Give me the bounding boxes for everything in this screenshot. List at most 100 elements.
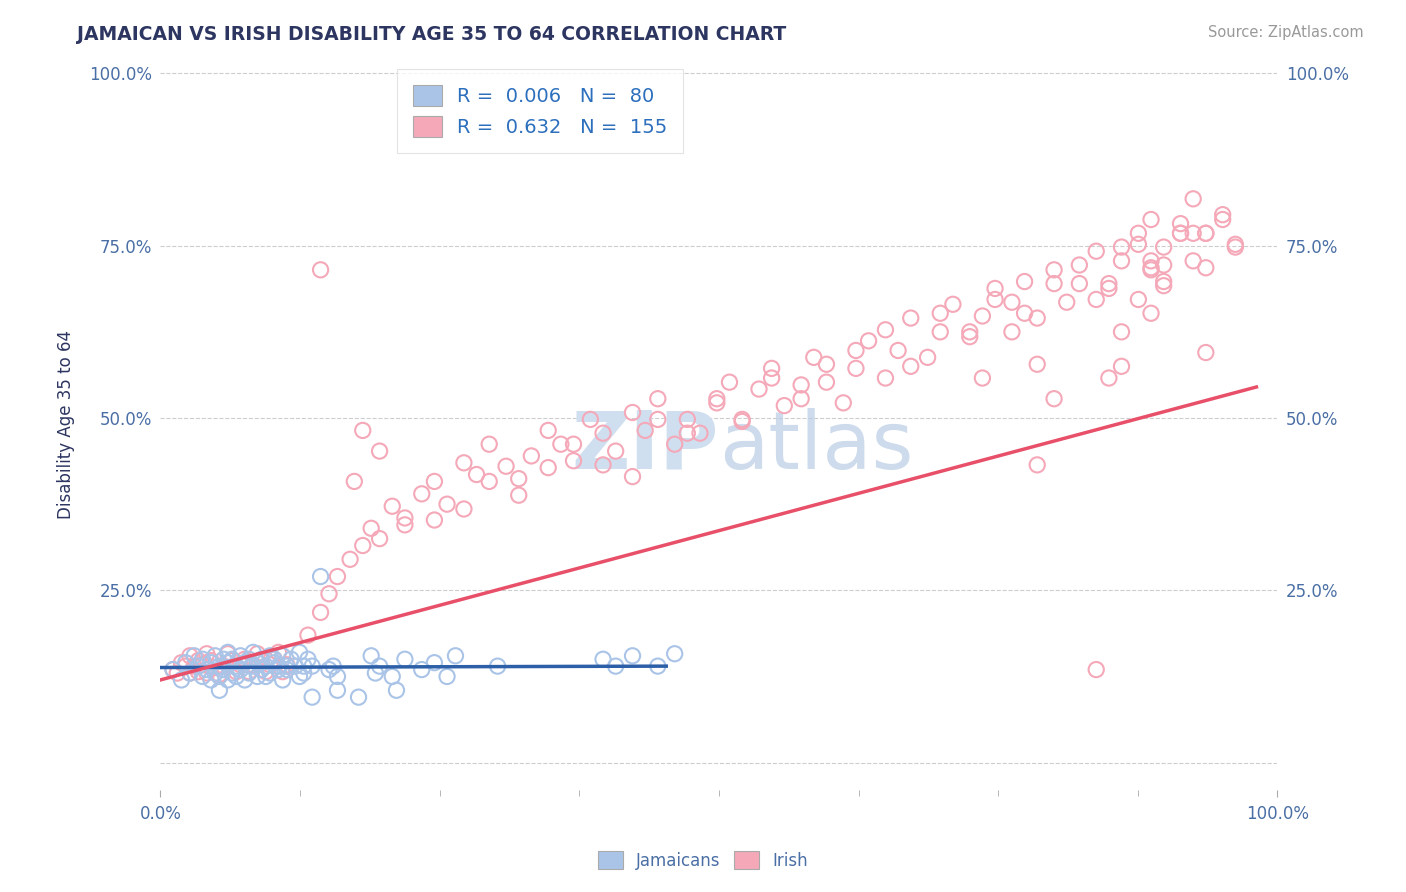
Point xyxy=(858,334,880,348)
Point xyxy=(411,487,433,501)
Point xyxy=(208,667,231,681)
Point xyxy=(280,652,302,666)
Point xyxy=(453,456,475,470)
Point xyxy=(1153,275,1175,289)
Point xyxy=(368,444,391,458)
Point xyxy=(233,673,256,687)
Point xyxy=(254,659,277,673)
Point xyxy=(676,426,699,441)
Point xyxy=(318,663,340,677)
Point xyxy=(217,647,239,661)
Point xyxy=(592,426,614,441)
Point xyxy=(689,426,711,441)
Point xyxy=(1111,359,1133,374)
Point xyxy=(1098,277,1121,291)
Point xyxy=(1111,253,1133,268)
Point xyxy=(550,437,572,451)
Point xyxy=(246,669,269,683)
Point xyxy=(233,656,256,670)
Point xyxy=(790,378,813,392)
Point xyxy=(276,657,298,672)
Text: ZIP: ZIP xyxy=(572,408,718,486)
Point xyxy=(959,329,981,343)
Point xyxy=(1085,663,1108,677)
Point xyxy=(621,648,644,663)
Point xyxy=(318,587,340,601)
Point xyxy=(1128,293,1150,307)
Point xyxy=(343,475,366,489)
Point xyxy=(238,666,260,681)
Point xyxy=(942,297,965,311)
Point xyxy=(621,469,644,483)
Point xyxy=(267,663,290,677)
Point xyxy=(1195,260,1218,275)
Point xyxy=(1069,277,1091,291)
Point xyxy=(229,657,252,672)
Point xyxy=(647,412,669,426)
Point xyxy=(478,437,501,451)
Point xyxy=(706,396,728,410)
Point xyxy=(238,652,260,666)
Point xyxy=(562,454,585,468)
Point xyxy=(1225,240,1247,254)
Point xyxy=(267,659,290,673)
Point xyxy=(508,488,530,502)
Point xyxy=(368,659,391,673)
Point xyxy=(263,652,285,666)
Point xyxy=(166,666,188,681)
Point xyxy=(917,351,939,365)
Point xyxy=(221,652,243,666)
Point xyxy=(815,375,838,389)
Point xyxy=(929,325,952,339)
Point xyxy=(288,669,311,683)
Point xyxy=(664,437,686,451)
Point xyxy=(1085,244,1108,259)
Point xyxy=(845,343,868,358)
Point xyxy=(276,663,298,677)
Point xyxy=(1043,277,1066,291)
Point xyxy=(664,647,686,661)
Point xyxy=(208,683,231,698)
Point xyxy=(832,396,855,410)
Point xyxy=(263,656,285,670)
Point xyxy=(246,647,269,661)
Point xyxy=(1069,258,1091,272)
Point xyxy=(212,663,235,677)
Point xyxy=(195,663,218,677)
Point xyxy=(242,645,264,659)
Point xyxy=(221,666,243,681)
Point xyxy=(1182,227,1205,241)
Point xyxy=(1026,357,1049,371)
Point xyxy=(537,460,560,475)
Point xyxy=(423,656,446,670)
Point xyxy=(187,654,209,668)
Y-axis label: Disability Age 35 to 64: Disability Age 35 to 64 xyxy=(58,330,75,519)
Point xyxy=(200,673,222,687)
Point xyxy=(347,690,370,705)
Point xyxy=(394,652,416,666)
Point xyxy=(803,351,825,365)
Point xyxy=(233,652,256,666)
Point xyxy=(292,666,315,681)
Point xyxy=(1153,258,1175,272)
Point xyxy=(900,311,922,326)
Point xyxy=(179,648,201,663)
Point xyxy=(815,357,838,371)
Point xyxy=(1170,227,1192,241)
Point xyxy=(1001,325,1024,339)
Point xyxy=(731,412,754,426)
Point xyxy=(187,665,209,679)
Point xyxy=(385,683,408,698)
Point xyxy=(174,659,197,673)
Point xyxy=(263,652,285,666)
Point xyxy=(1043,392,1066,406)
Point xyxy=(394,517,416,532)
Point xyxy=(162,663,184,677)
Point xyxy=(478,475,501,489)
Point xyxy=(1014,275,1036,289)
Point xyxy=(217,656,239,670)
Point xyxy=(1140,306,1163,320)
Point xyxy=(288,645,311,659)
Point xyxy=(579,412,602,426)
Point xyxy=(326,683,349,698)
